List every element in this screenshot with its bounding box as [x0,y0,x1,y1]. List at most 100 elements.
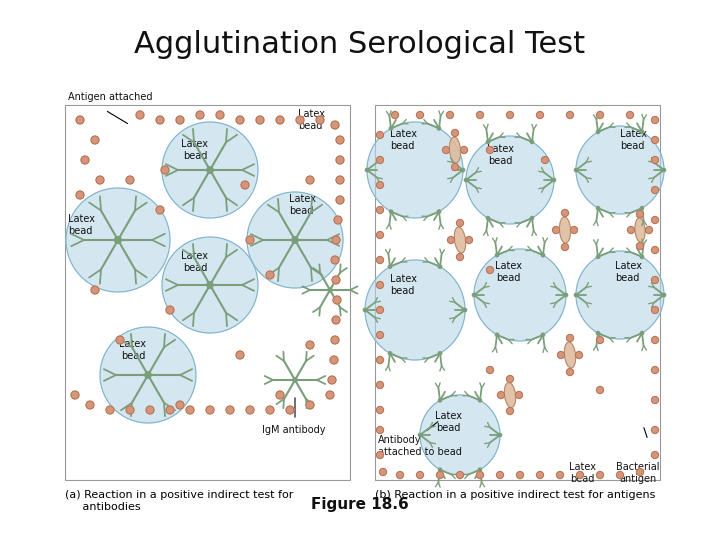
Circle shape [196,111,204,119]
Circle shape [236,116,244,124]
Circle shape [472,293,476,296]
Circle shape [379,469,387,476]
Circle shape [364,308,366,312]
Circle shape [495,333,499,336]
Text: Latex
bead: Latex bead [120,339,146,361]
Circle shape [71,391,79,399]
Ellipse shape [559,217,570,243]
Bar [65,105,350,480]
Circle shape [437,210,441,213]
Circle shape [377,451,384,458]
Circle shape [377,307,384,314]
Circle shape [145,372,151,378]
Circle shape [76,116,84,124]
Text: Latex
bead: Latex bead [298,109,325,131]
Circle shape [636,242,644,249]
Text: Figure 18.6: Figure 18.6 [311,497,409,512]
Circle shape [377,381,384,388]
Circle shape [377,132,384,138]
Text: Latex
bead: Latex bead [390,129,417,151]
Circle shape [575,352,582,359]
Bar [375,105,660,480]
Circle shape [126,176,134,184]
Circle shape [497,471,503,478]
Text: Latex
bead: Latex bead [289,194,316,216]
Circle shape [464,308,467,312]
Circle shape [388,352,392,355]
Circle shape [596,206,600,210]
Circle shape [365,260,465,360]
Circle shape [390,210,392,213]
Circle shape [114,237,122,244]
Circle shape [296,116,304,124]
Circle shape [276,116,284,124]
Circle shape [596,130,600,133]
Circle shape [367,122,463,218]
Circle shape [377,232,384,239]
Circle shape [176,116,184,124]
Circle shape [636,469,644,476]
Text: Latex
bead: Latex bead [569,462,595,484]
Circle shape [416,111,423,118]
Circle shape [531,140,534,144]
Circle shape [293,378,297,382]
Circle shape [365,168,369,172]
Circle shape [596,111,603,118]
Circle shape [506,375,513,382]
Circle shape [336,196,344,204]
Circle shape [575,293,577,296]
Circle shape [495,254,499,257]
Circle shape [652,117,659,124]
Circle shape [628,226,634,233]
Circle shape [286,406,294,414]
Circle shape [596,387,603,394]
Circle shape [640,130,644,133]
Circle shape [247,192,343,288]
Circle shape [576,126,664,214]
Circle shape [564,293,567,296]
Circle shape [451,130,459,137]
Circle shape [652,367,659,374]
Circle shape [377,206,384,213]
Circle shape [332,276,340,284]
Circle shape [166,406,174,414]
Text: Latex
bead: Latex bead [615,261,642,283]
Circle shape [336,156,344,164]
Circle shape [552,226,559,233]
Circle shape [652,186,659,193]
Circle shape [477,111,484,118]
Circle shape [487,146,493,153]
Circle shape [652,246,659,253]
Circle shape [207,167,213,173]
Circle shape [652,157,659,164]
Circle shape [652,396,659,403]
Circle shape [236,351,244,359]
Text: Agglutination Serological Test: Agglutination Serological Test [135,30,585,59]
Circle shape [392,111,398,118]
Circle shape [436,471,444,478]
Circle shape [266,271,274,279]
Text: (a) Reaction in a positive indirect test for
     antibodies: (a) Reaction in a positive indirect test… [65,490,293,511]
Circle shape [418,434,422,437]
Circle shape [266,406,274,414]
Circle shape [652,336,659,343]
Circle shape [420,395,500,475]
Ellipse shape [454,227,466,253]
Circle shape [646,226,652,233]
Circle shape [506,111,513,118]
Circle shape [448,237,454,244]
Circle shape [100,327,196,423]
Circle shape [567,368,574,375]
Text: Latex
bead: Latex bead [390,274,417,296]
Circle shape [636,211,644,218]
Text: Latex
bead: Latex bead [181,139,209,161]
Circle shape [567,111,574,118]
Circle shape [306,341,314,349]
Ellipse shape [449,137,461,163]
Circle shape [487,267,493,273]
Circle shape [552,178,556,181]
Circle shape [331,336,339,344]
Circle shape [652,451,659,458]
Circle shape [333,296,341,304]
Circle shape [662,293,665,296]
